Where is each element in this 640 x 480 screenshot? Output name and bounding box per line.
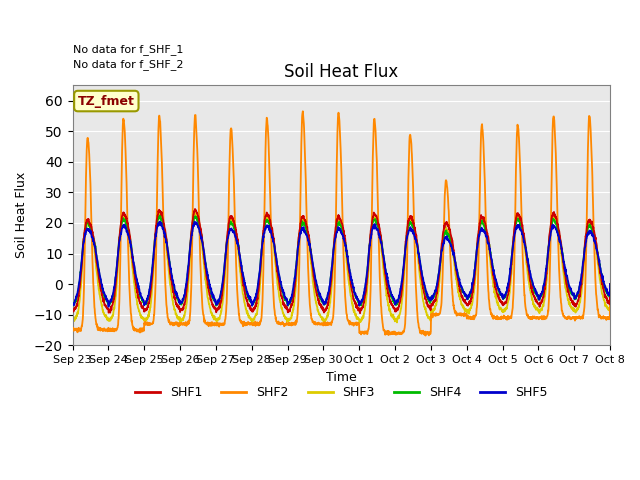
Y-axis label: Soil Heat Flux: Soil Heat Flux <box>15 172 28 258</box>
Text: No data for f_SHF_1: No data for f_SHF_1 <box>72 44 183 55</box>
Legend: SHF1, SHF2, SHF3, SHF4, SHF5: SHF1, SHF2, SHF3, SHF4, SHF5 <box>131 381 552 404</box>
X-axis label: Time: Time <box>326 371 356 384</box>
Title: Soil Heat Flux: Soil Heat Flux <box>284 63 399 81</box>
Text: No data for f_SHF_2: No data for f_SHF_2 <box>72 59 183 70</box>
Text: TZ_fmet: TZ_fmet <box>78 95 135 108</box>
